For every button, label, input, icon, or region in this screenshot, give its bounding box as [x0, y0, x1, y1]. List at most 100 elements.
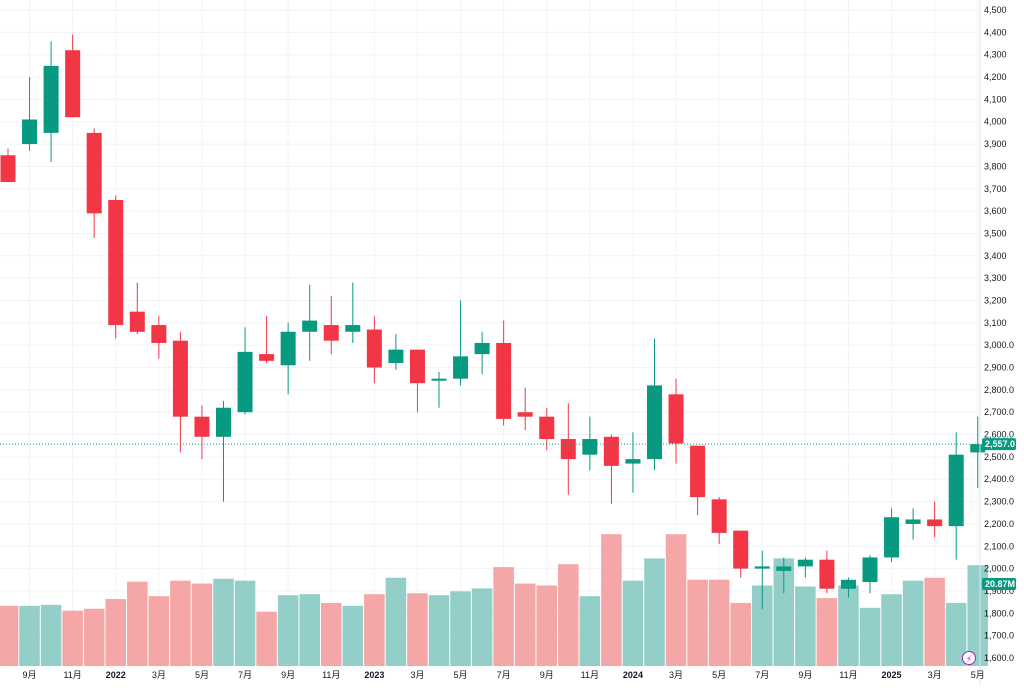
volume-tag: 20.87M — [982, 578, 1016, 590]
volume-bar — [881, 594, 902, 666]
candle-body — [496, 342, 512, 419]
volume-bar — [902, 580, 924, 666]
price-tick-label: 3,700 — [984, 184, 1007, 194]
volume-bar — [471, 588, 493, 666]
candle-body — [582, 439, 598, 455]
volume-bar — [579, 596, 601, 666]
lightning-icon[interactable]: ⚡ — [962, 651, 976, 665]
time-tick-label: 2024 — [623, 670, 643, 680]
price-tick-label: 2,900.0 — [984, 363, 1014, 373]
candle-body — [948, 454, 964, 527]
volume-bar — [514, 583, 536, 666]
price-tick-label: 4,300 — [984, 50, 1007, 60]
candle-body — [129, 311, 145, 332]
grid-lines — [0, 0, 980, 666]
price-axis[interactable]: 4,500 4,400 4,300 4,200 4,100 4,000 3,900 3,800… — [984, 5, 1014, 663]
candle-body — [625, 459, 641, 464]
volume-bar — [493, 567, 514, 666]
candle-body — [884, 517, 900, 558]
price-tick-label: 2,400.0 — [984, 474, 1014, 484]
candle-body — [776, 566, 792, 571]
time-tick-label: 3月 — [669, 670, 683, 680]
price-tick-label: 2,000.0 — [984, 564, 1014, 574]
candle-body — [517, 412, 533, 417]
time-tick-label: 7月 — [238, 670, 252, 680]
candle-body — [172, 340, 188, 417]
candle-body — [927, 519, 943, 527]
candle-body — [86, 132, 102, 214]
price-tick-label: 2,800.0 — [984, 385, 1014, 395]
candle-body — [711, 499, 727, 533]
price-tick-label: 1,600.0 — [984, 653, 1014, 663]
candle-body — [819, 559, 835, 589]
candle-body — [216, 407, 231, 437]
volume-bar — [320, 602, 342, 666]
volume-bar — [838, 585, 859, 666]
candle-body — [733, 530, 749, 569]
volume-bar — [19, 605, 40, 666]
volume-bar — [924, 577, 945, 666]
volume-label: 20.87M — [985, 579, 1015, 589]
price-tick-label: 3,100 — [984, 318, 1007, 328]
volume-bar — [601, 534, 622, 666]
time-tick-label: 11月 — [839, 670, 857, 680]
price-tick-label: 3,400 — [984, 251, 1007, 261]
volume-bar — [256, 611, 277, 666]
price-tick-label: 2,100.0 — [984, 541, 1014, 551]
candle-body — [905, 519, 921, 524]
volume-bar — [773, 558, 795, 666]
price-tick-label: 3,500 — [984, 228, 1007, 238]
price-tick-label: 2,300.0 — [984, 497, 1014, 507]
volume-bar — [213, 578, 234, 666]
candle-body — [754, 566, 770, 569]
time-tick-label: 9月 — [798, 670, 812, 680]
candle-body — [474, 342, 490, 355]
price-tick-label: 3,300 — [984, 273, 1007, 283]
volume-bar — [40, 604, 62, 666]
volume-bar — [665, 534, 687, 666]
volume-bar — [708, 579, 730, 666]
volume-bar — [0, 605, 19, 666]
time-tick-label: 2025 — [882, 670, 902, 680]
candle-body — [302, 320, 318, 332]
price-tick-label: 4,100 — [984, 94, 1007, 104]
candle-body — [345, 325, 361, 332]
candle-body — [259, 354, 275, 361]
volume-bar — [751, 585, 773, 666]
volume-bar — [428, 595, 450, 666]
price-tick-label: 3,800 — [984, 161, 1007, 171]
volume-bar — [859, 607, 881, 666]
candle-body — [797, 559, 813, 567]
volume-bar — [450, 591, 471, 666]
candle-body — [560, 439, 576, 460]
candle-body — [862, 557, 878, 583]
time-tick-label: 9月 — [23, 670, 37, 680]
time-tick-label: 11月 — [63, 670, 81, 680]
time-axis[interactable]: 9月 11月 2022 3月 5月 7月 9月 11月 2023 3月 5月 7月 9月 11月 2024 3… — [23, 670, 985, 680]
price-tick-label: 2,500.0 — [984, 452, 1014, 462]
time-tick-label: 7月 — [755, 670, 769, 680]
candle-body — [431, 378, 447, 381]
time-tick-label: 3月 — [410, 670, 424, 680]
price-tick-label: 4,200 — [984, 72, 1007, 82]
candle-body — [65, 50, 81, 118]
price-tick-label: 4,000 — [984, 117, 1007, 127]
price-tick-label: 1,800.0 — [984, 608, 1014, 618]
time-tick-label: 2023 — [364, 670, 384, 680]
price-tick-label: 4,500 — [984, 5, 1007, 15]
price-tick-label: 3,200 — [984, 295, 1007, 305]
volume-bar — [622, 580, 644, 666]
volume-bar — [644, 558, 665, 666]
candle-body — [970, 444, 986, 453]
candle-body — [22, 119, 38, 145]
candle-body — [647, 385, 662, 460]
volume-bar — [170, 580, 191, 666]
price-tick-label: 2,700.0 — [984, 407, 1014, 417]
time-tick-label: 3月 — [152, 670, 166, 680]
volume-bar — [148, 596, 170, 666]
volume-bar — [536, 585, 558, 666]
candle-body — [690, 445, 706, 498]
price-tick-label: 4,400 — [984, 27, 1007, 37]
